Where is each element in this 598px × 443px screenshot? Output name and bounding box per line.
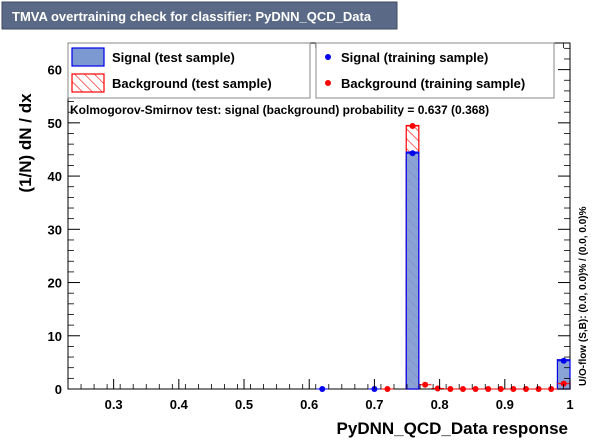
background-train-point [384, 386, 391, 392]
title-background [1, 1, 398, 30]
title-box: TMVA overtraining check for classifier: … [1, 1, 398, 30]
signal-test-bar [405, 151, 420, 390]
x-tick-label: 0.5 [235, 397, 253, 412]
plot-frame [67, 42, 571, 390]
signal-train-point [319, 386, 326, 392]
y-tick-label: 40 [48, 169, 62, 184]
legend-left-box [67, 42, 311, 99]
x-tick-label: 1 [566, 397, 573, 412]
background-train-point [422, 381, 429, 388]
x-tick-label: 0.3 [105, 397, 123, 412]
x-tick-label: 0.4 [170, 397, 189, 412]
legend-background-train-label: Background (training sample) [341, 76, 525, 91]
y-tick-label: 0 [55, 382, 62, 397]
x-tick-label: 0.9 [496, 397, 514, 412]
background-train-point [447, 386, 454, 392]
signal-train-point [409, 150, 416, 157]
legend-background-test-swatch [71, 73, 105, 93]
background-train-point [510, 386, 517, 392]
background-train-point [548, 386, 555, 392]
training-points [315, 123, 571, 392]
background-train-point [560, 380, 567, 387]
x-tick-label: 0.6 [300, 397, 318, 412]
legend-signal-test-swatch [71, 47, 105, 67]
y-tick-label: 50 [48, 116, 62, 131]
chart-title: TMVA overtraining check for classifier: … [12, 9, 372, 24]
legend-signal-train-label: Signal (training sample) [341, 50, 488, 65]
ks-test-text: Kolmogorov-Smirnov test: signal (backgro… [70, 103, 489, 117]
legend-background-test-label: Background (test sample) [112, 76, 272, 91]
background-train-point [459, 386, 466, 392]
legend-right-box [315, 42, 555, 99]
y-tick-label: 30 [48, 222, 62, 237]
background-train-point [485, 386, 492, 392]
overflow-text: U/O-flow (S,B): (0.0, 0.0)% / (0.0, 0.0)… [578, 206, 589, 386]
legend: Signal (test sample) Background (test sa… [67, 42, 555, 99]
background-train-point [472, 386, 479, 392]
legend-background-train-marker [325, 80, 331, 86]
x-tick-label: 0.7 [365, 397, 383, 412]
y-axis-label: (1/N) dN / dx [16, 93, 35, 193]
background-train-point [409, 123, 416, 130]
legend-signal-test-label: Signal (test sample) [112, 50, 235, 65]
x-tick-label: 0.8 [431, 397, 449, 412]
background-train-point [535, 386, 542, 392]
y-tick-label: 60 [48, 63, 62, 78]
signal-train-point [560, 357, 567, 364]
x-axis-label: PyDNN_QCD_Data response [337, 419, 568, 438]
y-tick-label: 20 [48, 276, 62, 291]
background-train-point [522, 386, 529, 392]
background-train-point [497, 386, 504, 392]
y-tick-label: 10 [48, 329, 62, 344]
legend-signal-train-marker [325, 54, 331, 60]
